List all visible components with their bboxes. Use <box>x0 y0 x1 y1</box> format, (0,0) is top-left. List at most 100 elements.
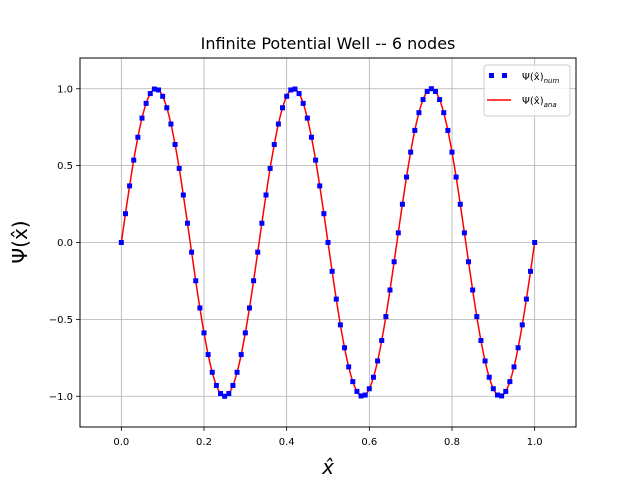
y-tick-label: 0.5 <box>57 161 73 172</box>
series-num-point <box>515 345 521 351</box>
series-num-point <box>362 392 368 398</box>
series-num-point <box>466 259 472 265</box>
series-num-point <box>503 388 509 394</box>
legend-label-ana: Ψ(x̂)ana <box>522 95 557 109</box>
series-num-point <box>296 91 302 97</box>
chart-title: Infinite Potential Well -- 6 nodes <box>201 34 456 53</box>
series-num-point <box>395 230 401 236</box>
series-num-point <box>337 322 343 328</box>
series-num-point <box>176 165 182 171</box>
x-axis-label: x̂ <box>321 455 334 479</box>
series-num-point <box>499 393 505 399</box>
series-num-point <box>139 115 145 121</box>
legend-marker-num <box>489 73 507 78</box>
series-num-point <box>242 330 248 336</box>
series-num-point <box>131 157 137 163</box>
x-tick-label: 0.6 <box>361 437 377 448</box>
series-num-point <box>300 100 306 106</box>
x-tick-label: 0.4 <box>279 437 295 448</box>
series-num-point <box>234 369 240 375</box>
series-num-point <box>519 322 525 328</box>
series-num-point <box>275 121 281 127</box>
series-num-point <box>147 91 153 97</box>
series-num-point <box>420 97 426 103</box>
series-num-point <box>288 87 294 93</box>
series-num-point <box>399 201 405 207</box>
series-num-point <box>218 391 224 397</box>
series-num-point <box>226 391 232 397</box>
series-num-point <box>437 97 443 103</box>
series-num-point <box>172 142 178 147</box>
y-tick-label: 1.0 <box>57 84 73 95</box>
series-num-point <box>342 345 348 351</box>
series-num-point <box>325 240 331 245</box>
series-num-point <box>118 240 124 245</box>
y-tick-label: −0.5 <box>49 315 73 326</box>
series-num-point <box>259 220 265 226</box>
series-num-point <box>184 220 190 226</box>
series-num-point <box>449 149 455 155</box>
series-num-point <box>238 352 244 358</box>
series-num-point <box>213 382 219 388</box>
series-num-point <box>532 240 538 245</box>
series-num-point <box>209 369 215 375</box>
series-num-point <box>453 174 459 180</box>
series-num-point <box>445 127 451 133</box>
series-num-point <box>350 379 356 385</box>
x-tick-label: 1.0 <box>527 437 543 448</box>
series-num-point <box>366 386 372 392</box>
legend-label-num: Ψ(x̂)num <box>522 71 559 85</box>
series-num-point <box>416 110 422 116</box>
series-num-point <box>205 352 211 358</box>
series-num-point <box>193 278 199 284</box>
series-num-point <box>511 364 517 370</box>
series-num-point <box>230 382 236 388</box>
series-num-point <box>470 287 476 293</box>
series-num-point <box>317 183 323 189</box>
series-num-point <box>246 305 252 311</box>
series-num-point <box>201 330 207 336</box>
series-num-point <box>263 192 269 198</box>
series-num-point <box>461 230 467 236</box>
series-num-point <box>189 249 195 255</box>
series-num-point <box>180 192 186 198</box>
series-num-point <box>387 287 393 293</box>
series-num-point <box>486 374 492 380</box>
series-num-point <box>494 392 500 398</box>
y-axis-label: Ψ(x̂) <box>8 220 32 263</box>
series-num-point <box>222 393 228 399</box>
y-tick-label: −1.0 <box>49 392 73 403</box>
series-num-point <box>412 127 418 133</box>
legend: Ψ(x̂)num Ψ(x̂)ana <box>483 64 571 117</box>
series-num-point <box>271 142 277 147</box>
series-num-point <box>329 268 335 274</box>
y-tick-label: 0.0 <box>57 238 73 249</box>
series-num-point <box>127 183 133 189</box>
series-num-point <box>482 358 488 364</box>
ticks: 0.0 0.2 0.4 0.6 0.8 1.0 −1.0 −0.5 0.0 0.5 1.0 <box>49 84 543 448</box>
series-num-point <box>135 134 141 140</box>
series-num-point <box>408 149 414 155</box>
series-num-point <box>490 386 496 392</box>
x-tick-label: 0.8 <box>444 437 460 448</box>
series-num-point <box>528 268 534 274</box>
series-num-point <box>474 314 480 320</box>
series-num-point <box>321 211 327 217</box>
series-num-point <box>375 358 381 364</box>
series-num-point <box>333 296 339 302</box>
series-num-point <box>143 100 149 106</box>
series-num-point <box>267 165 273 171</box>
series <box>118 86 538 399</box>
series-num-point <box>304 115 310 121</box>
series-num-point <box>197 305 203 311</box>
series-num-point <box>432 88 438 94</box>
series-num-point <box>404 174 410 180</box>
series-num-point <box>354 388 360 394</box>
series-num-point <box>255 249 261 255</box>
series-num-point <box>284 93 290 99</box>
series-num-point <box>478 338 484 343</box>
series-num-point <box>156 87 162 93</box>
series-num-point <box>457 201 463 207</box>
series-num-point <box>308 134 314 140</box>
